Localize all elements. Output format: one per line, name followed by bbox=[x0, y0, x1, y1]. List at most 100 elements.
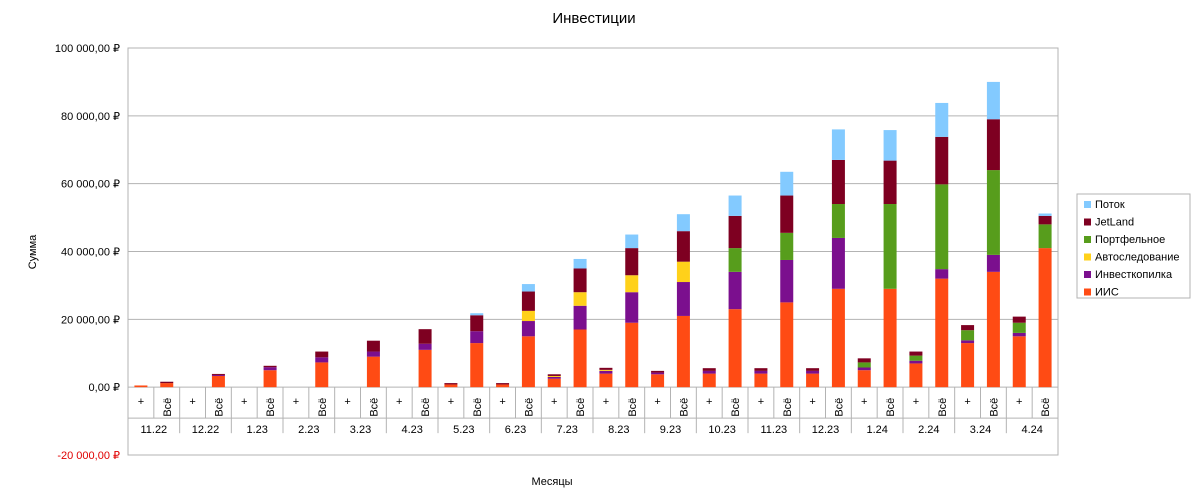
y-axis-title: Сумма bbox=[27, 234, 39, 269]
bar-segment-0 bbox=[470, 343, 484, 388]
bar-segment-0 bbox=[676, 315, 690, 388]
x-category-label: 12.22 bbox=[192, 424, 220, 436]
bar-segment-1 bbox=[418, 343, 432, 350]
sub-category-label: Всё bbox=[162, 398, 174, 417]
bar-segment-1 bbox=[366, 351, 380, 357]
bar-segment-3 bbox=[1012, 322, 1026, 333]
sub-category-label: Всё bbox=[730, 398, 742, 417]
bar-segment-3 bbox=[1038, 224, 1052, 249]
sub-category-label: Всё bbox=[575, 398, 587, 417]
x-category-label: 5.23 bbox=[453, 424, 474, 436]
bar-segment-4 bbox=[986, 119, 1000, 171]
bar-segment-0 bbox=[547, 378, 561, 388]
sub-category-label: + bbox=[344, 396, 350, 408]
sub-category-label: + bbox=[603, 396, 609, 408]
bar-segment-0 bbox=[909, 363, 923, 388]
bar-segment-0 bbox=[651, 374, 665, 388]
bar-segment-0 bbox=[754, 373, 768, 388]
bars bbox=[134, 81, 1052, 388]
bar-segment-4 bbox=[651, 370, 665, 373]
legend-box bbox=[1076, 193, 1191, 299]
x-category-label: 12.23 bbox=[812, 424, 840, 436]
x-category-label: 8.23 bbox=[608, 424, 629, 436]
bar-segment-0 bbox=[263, 370, 277, 388]
legend-label: Портфельное bbox=[1095, 234, 1165, 246]
bar-segment-4 bbox=[909, 351, 923, 356]
bar-segment-5 bbox=[470, 313, 484, 316]
y-tick-label: 80 000,00 ₽ bbox=[61, 111, 120, 123]
bar-segment-4 bbox=[754, 368, 768, 371]
bar-segment-0 bbox=[573, 329, 587, 388]
bar-segment-5 bbox=[780, 171, 794, 196]
bar-segment-0 bbox=[728, 309, 742, 388]
bar-segment-0 bbox=[702, 373, 716, 388]
bar-segment-1 bbox=[831, 237, 845, 289]
bar-segment-5 bbox=[676, 214, 690, 232]
bar-segment-5 bbox=[625, 234, 639, 249]
bar-segment-4 bbox=[1038, 215, 1052, 225]
y-axis-ticks: 100 000,00 ₽ 80 000,00 ₽ 60 000,00 ₽ 40 000… bbox=[55, 43, 120, 462]
bar-segment-2 bbox=[547, 375, 561, 377]
bar-segment-0 bbox=[418, 349, 432, 388]
sub-category-label: Всё bbox=[782, 398, 794, 417]
bar-segment-4 bbox=[831, 159, 845, 205]
sub-category-label: + bbox=[189, 396, 195, 408]
y-tick-label: 40 000,00 ₽ bbox=[61, 247, 120, 259]
bar-segment-1 bbox=[676, 282, 690, 316]
bar-segment-0 bbox=[780, 302, 794, 388]
bar-segment-0 bbox=[521, 336, 535, 388]
bar-segment-0 bbox=[496, 384, 510, 388]
bar-segment-4 bbox=[315, 351, 329, 358]
bar-segment-0 bbox=[625, 322, 639, 388]
legend-label: ИИС bbox=[1095, 287, 1119, 299]
bar-segment-3 bbox=[986, 170, 1000, 255]
bar-segment-1 bbox=[857, 367, 871, 371]
bar-segment-0 bbox=[134, 385, 148, 388]
bar-segment-4 bbox=[263, 365, 277, 368]
sub-category-label: Всё bbox=[627, 398, 639, 417]
bar-segment-1 bbox=[521, 321, 535, 337]
bar-segment-1 bbox=[211, 374, 225, 376]
bar-segment-5 bbox=[883, 130, 897, 161]
y-tick-label: 100 000,00 ₽ bbox=[55, 43, 120, 55]
x-category-label: 1.24 bbox=[866, 424, 887, 436]
bar-segment-1 bbox=[547, 376, 561, 379]
bar-segment-4 bbox=[470, 315, 484, 332]
bar-segment-2 bbox=[625, 275, 639, 293]
bar-segment-1 bbox=[728, 271, 742, 310]
x-category-label: 7.23 bbox=[556, 424, 577, 436]
x-category-label: 3.23 bbox=[350, 424, 371, 436]
bar-segment-0 bbox=[806, 373, 820, 388]
bar-segment-0 bbox=[1038, 248, 1052, 388]
sub-category-label: Всё bbox=[472, 398, 484, 417]
bar-segment-0 bbox=[857, 370, 871, 388]
bar-segment-3 bbox=[883, 204, 897, 289]
bar-segment-1 bbox=[935, 269, 949, 279]
bar-segment-4 bbox=[573, 268, 587, 293]
bar-segment-3 bbox=[857, 362, 871, 368]
legend-swatch bbox=[1084, 218, 1091, 226]
bar-segment-4 bbox=[806, 368, 820, 371]
bar-segment-4 bbox=[676, 231, 690, 262]
bar-segment-4 bbox=[702, 368, 716, 371]
sub-category-label: Всё bbox=[523, 398, 535, 417]
bar-segment-1 bbox=[986, 254, 1000, 272]
sub-category-label: + bbox=[138, 396, 144, 408]
sub-category-label: Всё bbox=[885, 398, 897, 417]
bar-segment-0 bbox=[986, 271, 1000, 388]
bar-segment-4 bbox=[883, 160, 897, 205]
bar-segment-0 bbox=[1012, 336, 1026, 388]
legend-label: JetLand bbox=[1095, 217, 1134, 229]
bar-segment-4 bbox=[625, 248, 639, 276]
bar-segment-0 bbox=[315, 362, 329, 388]
bar-segment-4 bbox=[857, 358, 871, 363]
bar-segment-1 bbox=[573, 305, 587, 330]
bar-segment-1 bbox=[780, 259, 794, 303]
bar-segment-1 bbox=[754, 370, 768, 374]
sub-category-label: Всё bbox=[937, 398, 949, 417]
bar-segment-0 bbox=[211, 375, 225, 388]
bar-segment-4 bbox=[547, 374, 561, 376]
sub-category-label: + bbox=[809, 396, 815, 408]
bar-segment-5 bbox=[935, 102, 949, 137]
